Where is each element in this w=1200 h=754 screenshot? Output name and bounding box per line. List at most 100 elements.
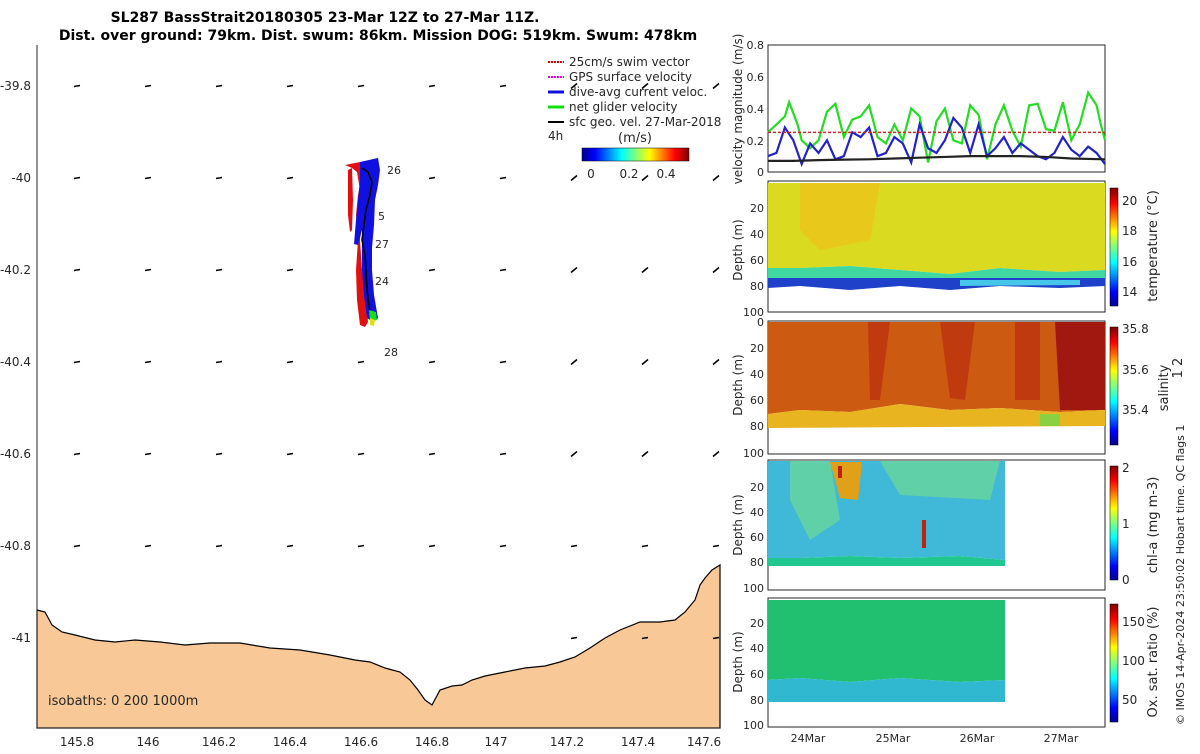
surface-vector-arrow	[286, 176, 294, 180]
gps-velocity-tail	[370, 318, 375, 326]
colorbar-tick-1: 0.2	[619, 167, 638, 181]
chla-colorbar	[1109, 465, 1119, 581]
depth-tick: 100	[743, 447, 764, 460]
surface-vector-arrow	[428, 176, 436, 180]
surface-vector-arrow	[712, 450, 720, 458]
glider-track: 26 5 27 24 28	[345, 158, 401, 359]
surface-vector-arrow	[499, 268, 507, 272]
temperature-clabel: temperature (°C)	[1146, 190, 1161, 302]
surface-vector-arrow	[499, 360, 507, 364]
surface-vector-arrow	[286, 268, 294, 272]
legend-current-velocity: dive-avg current veloc.	[569, 85, 707, 99]
vel-ytick: 0.6	[747, 71, 765, 84]
depth-tick: 20	[750, 481, 764, 494]
surface-vector-arrow	[428, 544, 436, 548]
surface-vector-arrow	[641, 636, 649, 640]
surface-vector-arrow	[499, 452, 507, 456]
surface-vector-arrow	[641, 358, 649, 366]
figure-title-line1: SL287 BassStrait20180305 23-Mar 12Z to 2…	[111, 10, 540, 26]
day-label-28: 28	[384, 346, 398, 359]
surface-vector-arrow	[428, 84, 436, 88]
legend-swim-vector: 25cm/s swim vector	[569, 55, 690, 69]
oxygen-colorbar	[1109, 603, 1119, 723]
legend-net-velocity: net glider velocity	[569, 100, 677, 114]
salinity-upper-layer	[768, 322, 1105, 414]
day-label-24: 24	[375, 275, 389, 288]
map-xtick: 146.8	[415, 735, 449, 749]
vel-ylabel: velocity magnitude (m/s)	[731, 34, 745, 185]
map-legend: 25cm/s swim vector GPS surface velocity …	[548, 55, 721, 181]
colorbar-title: (m/s)	[618, 131, 652, 146]
map-xtick: 145.8	[60, 735, 94, 749]
surface-vector-arrow	[570, 636, 578, 640]
surface-vector-arrow	[357, 452, 365, 456]
oxygen-ctick: 100	[1122, 654, 1145, 668]
depth-tick: 60	[750, 254, 764, 267]
surface-vector-arrow	[712, 358, 720, 366]
surface-vector-arrow	[286, 84, 294, 88]
surface-vector-arrow	[499, 544, 507, 548]
salinity-ctick: 35.6	[1122, 363, 1149, 377]
map-ytick: -41	[11, 631, 31, 645]
map-background	[37, 45, 720, 728]
depth-tick: 80	[750, 280, 764, 293]
legend-sfc-geo-velocity: sfc geo. vel. 27-Mar-2018	[569, 115, 721, 129]
map-ytick: -40.4	[0, 355, 31, 369]
surface-vector-arrow	[641, 82, 649, 90]
map-ytick: -40.2	[0, 263, 31, 277]
salinity-panel: 35.8 35.6 35.4 salinity 1 2 0 20 40 60 8…	[731, 316, 1186, 460]
surface-vector-field	[73, 82, 720, 640]
surface-vector-arrow	[144, 268, 152, 272]
surface-vector-arrow	[73, 544, 81, 548]
temperature-colorbar	[1109, 187, 1119, 307]
surface-vector-arrow	[570, 544, 578, 548]
chla-clabel: chl-a (mg m-3)	[1146, 477, 1161, 574]
surface-vector-arrow	[73, 360, 81, 364]
surface-vector-arrow	[73, 84, 81, 88]
salinity-ctick: 35.8	[1122, 322, 1149, 336]
time-xtick: 26Mar	[960, 732, 995, 745]
temperature-cool-patch	[960, 280, 1080, 286]
surface-vector-arrow	[73, 176, 81, 180]
time-xtick: 25Mar	[876, 732, 911, 745]
colorbar-tick-2: 0.4	[656, 167, 675, 181]
map-ytick: -39.8	[0, 79, 31, 93]
surface-vector-arrow	[286, 544, 294, 548]
depth-tick: 80	[750, 420, 764, 433]
salinity-max-patch	[1055, 322, 1105, 410]
surface-vector-arrow	[215, 84, 223, 88]
map-xtick: 146	[137, 735, 160, 749]
swim-vector-track	[345, 162, 368, 327]
chla-mid-patches	[790, 461, 1000, 540]
surface-vector-arrow	[641, 174, 649, 182]
vel-ytick: 0.8	[747, 39, 765, 52]
time-xtick: 24Mar	[791, 732, 826, 745]
chla-panel: 2 1 0 chl-a (mg m-3) 20 40 60 80 100 Dep…	[731, 459, 1161, 595]
footer-credit: © IMOS 14-Apr-2024 23:50:02 Hobart time.…	[1174, 425, 1187, 725]
velocity-series-net-glider-velocity	[767, 89, 1107, 163]
salinity-field	[768, 322, 1105, 428]
depth-tick: 20	[750, 617, 764, 630]
surface-vector-arrow	[286, 452, 294, 456]
surface-vector-arrow	[357, 360, 365, 364]
oxygen-field	[768, 600, 1005, 702]
surface-vector-arrow	[641, 450, 649, 458]
map-panel: 26 5 27 24 28 25cm/s swim vector GPS sur…	[0, 45, 721, 749]
velocity-panel: 0.8 0.6 0.4 0.2 0 velocity magnitude (m/…	[731, 34, 1107, 185]
surface-vector-arrow	[215, 268, 223, 272]
glider-path-line	[361, 167, 373, 319]
legend-scale-label: 4h	[548, 129, 563, 143]
depth-tick: 60	[750, 531, 764, 544]
surface-vector-arrow	[144, 84, 152, 88]
figure-title-line2: Dist. over ground: 79km. Dist. swum: 86k…	[59, 28, 697, 44]
vel-ytick: 0.2	[747, 135, 765, 148]
isobaths-label: isobaths: 0 200 1000m	[48, 694, 198, 709]
surface-vector-arrow	[712, 174, 720, 182]
depth-tick: 0	[757, 316, 764, 329]
depth-tick: 60	[750, 668, 764, 681]
map-xtick: 147	[485, 735, 508, 749]
surface-vector-arrow	[641, 266, 649, 274]
map-xtick: 146.4	[273, 735, 307, 749]
depth-tick: 60	[750, 394, 764, 407]
